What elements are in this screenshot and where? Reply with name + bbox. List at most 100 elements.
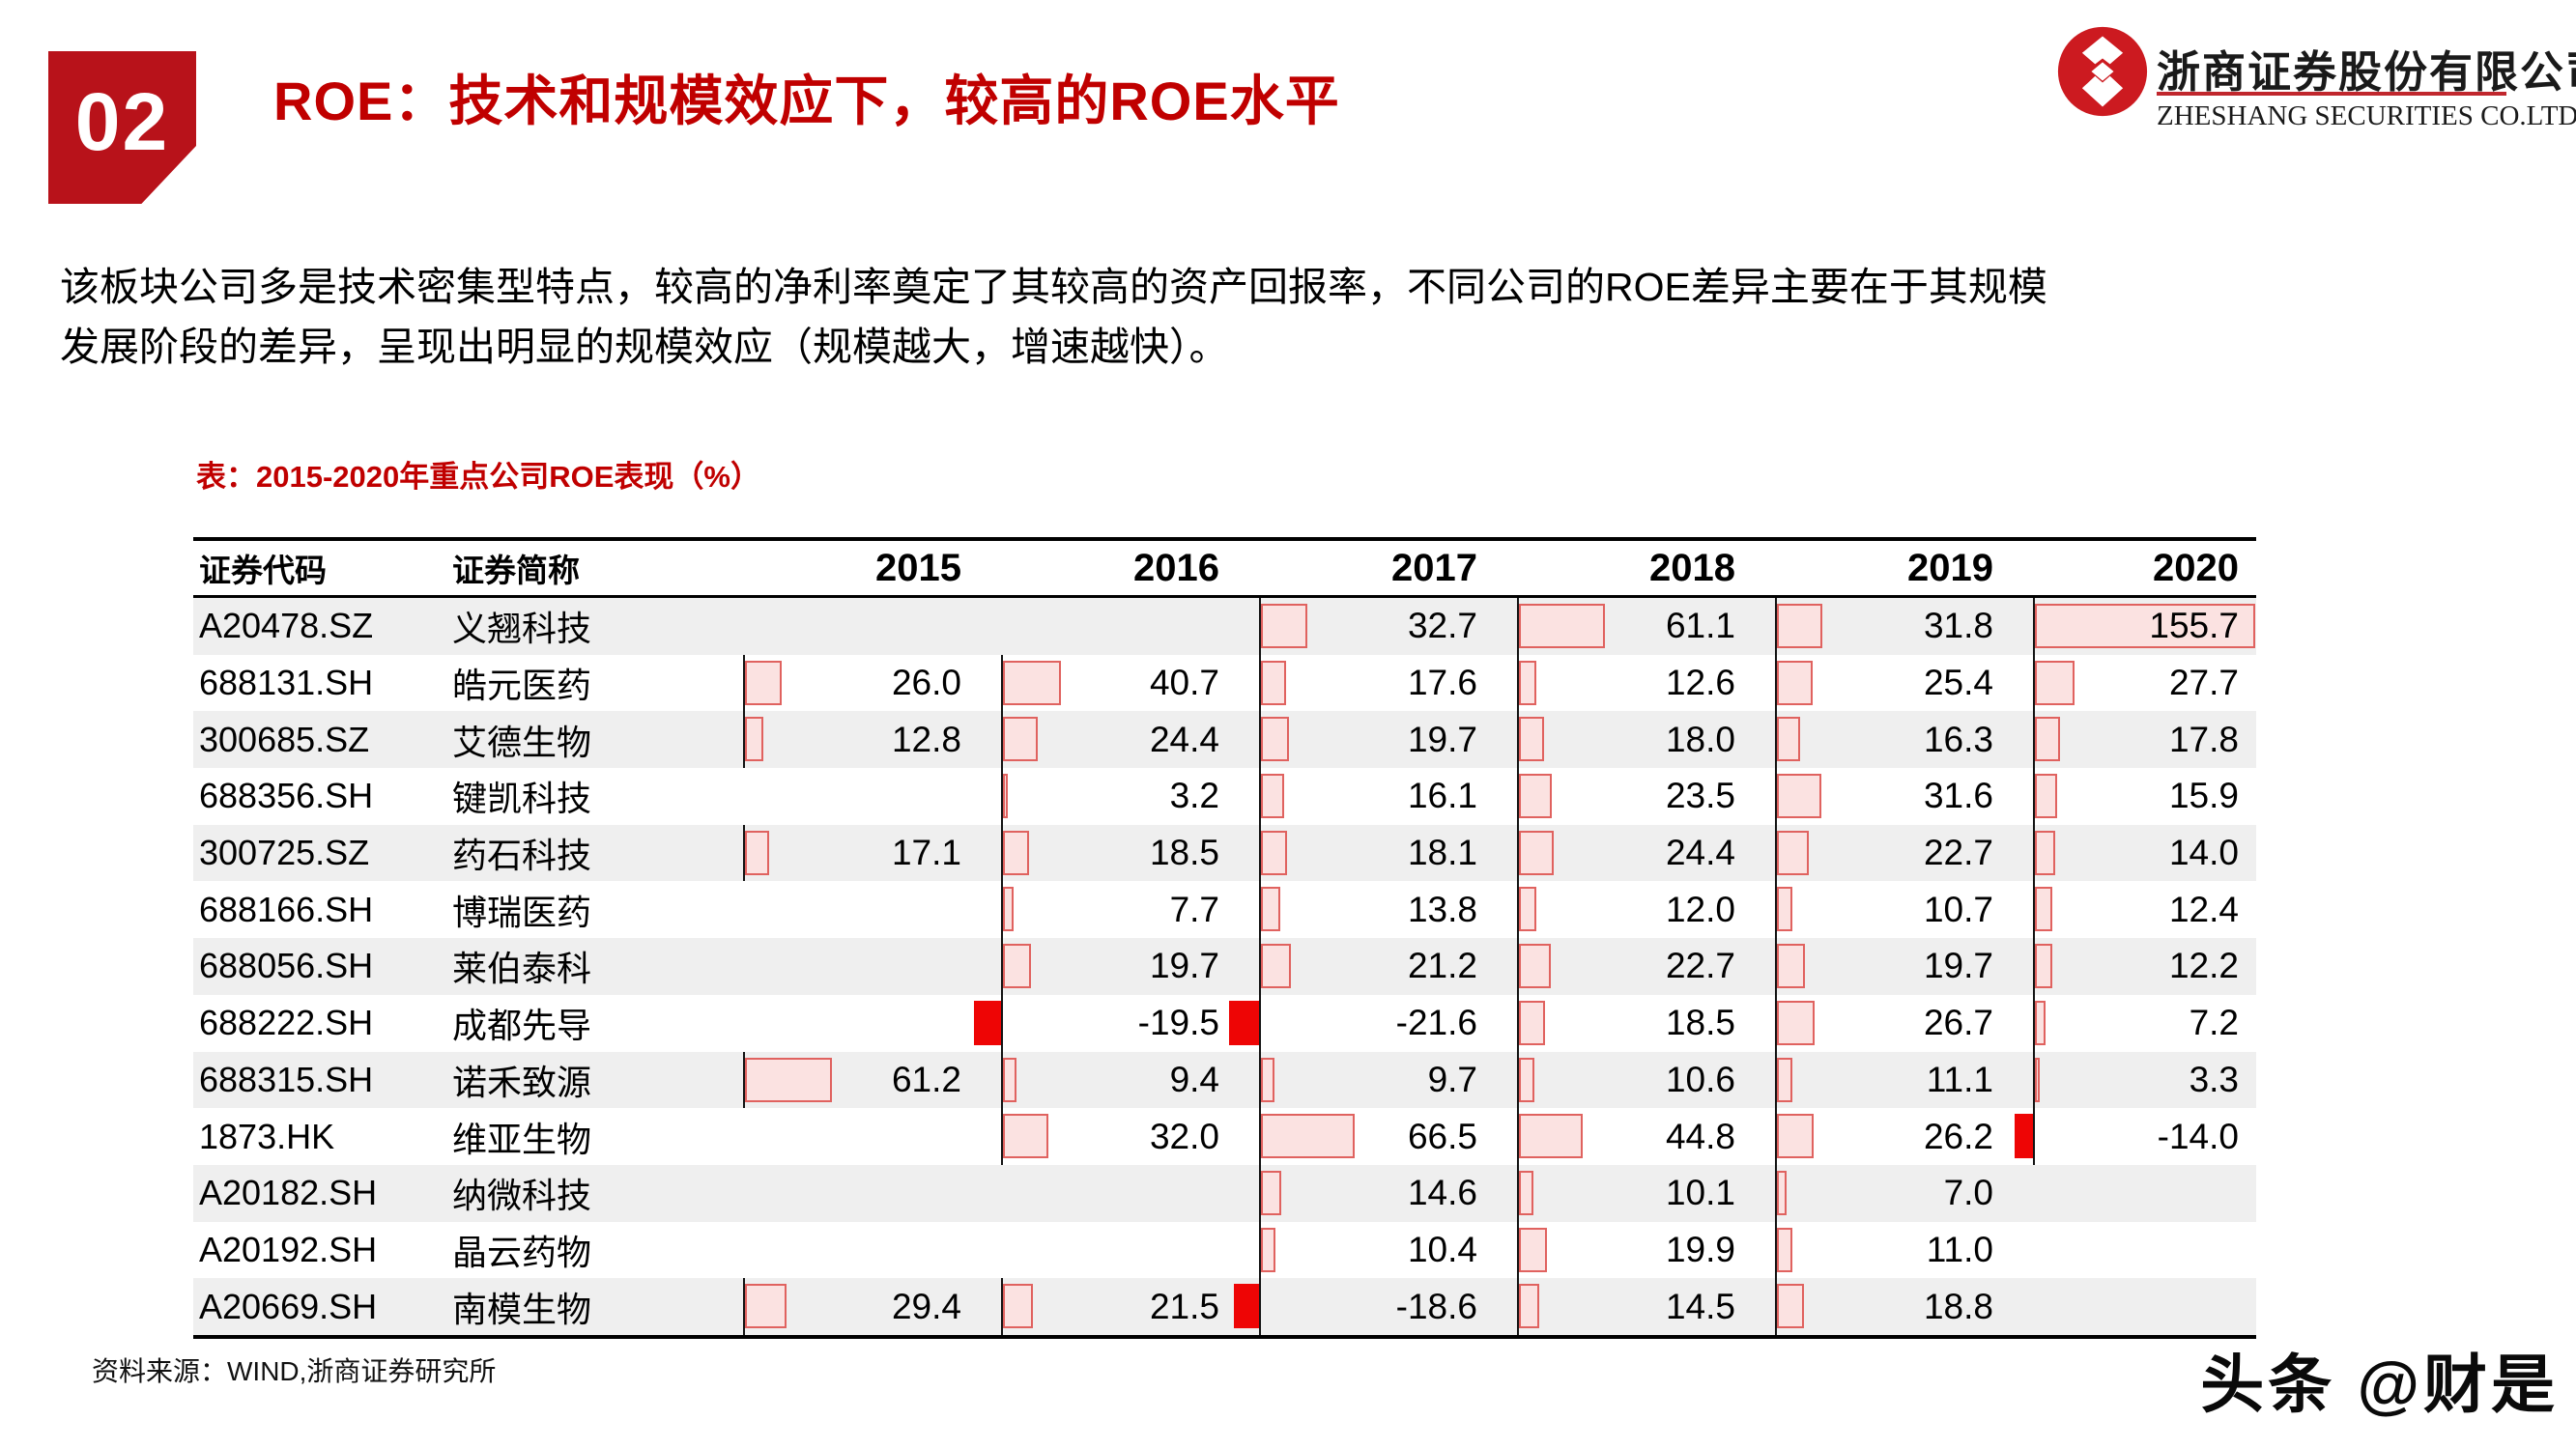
bar-axis (1517, 768, 1519, 825)
bar-axis (2033, 654, 2035, 712)
security-name: 晶云药物 (452, 1232, 592, 1272)
roe-value: 10.6 (1665, 1059, 1735, 1099)
data-bar (1777, 1284, 1804, 1329)
bar-axis (1517, 881, 1519, 939)
roe-value-cell: 24.4 (1001, 711, 1260, 769)
roe-value: -21.6 (1395, 1003, 1477, 1043)
bar-axis (1259, 1051, 1261, 1109)
bar-axis (1517, 1164, 1519, 1222)
column-header: 2016 (1133, 546, 1219, 589)
roe-value-cell: 31.8 (1775, 598, 2034, 655)
roe-value: 18.0 (1665, 719, 1735, 759)
bar-axis (1259, 768, 1261, 825)
roe-value-cell: -19.5 (974, 994, 1260, 1052)
roe-value-cell: 9.7 (1259, 1051, 1518, 1109)
roe-value: 9.7 (1427, 1059, 1477, 1099)
data-bar (2035, 887, 2053, 932)
roe-value-cell: 16.3 (1775, 711, 2034, 769)
data-bar (1261, 1057, 1275, 1102)
data-bar (2014, 1114, 2034, 1159)
bar-axis (1259, 598, 1261, 655)
bar-axis (1001, 881, 1003, 939)
roe-value-cell: 18.5 (1517, 994, 1776, 1052)
data-bar (1777, 604, 1822, 648)
data-bar (745, 830, 770, 875)
bar-axis (1001, 768, 1003, 825)
roe-value: 31.6 (1923, 776, 1993, 816)
roe-value: 32.7 (1407, 606, 1477, 646)
roe-value-cell: 17.6 (1259, 654, 1518, 712)
roe-value-cell: 18.0 (1517, 711, 1776, 769)
security-name: 诺禾致源 (452, 1062, 592, 1102)
table-row: 688166.SH 博瑞医药 7.7 13.8 12.0 10.7 12.4 (193, 881, 2256, 939)
roe-value: 27.7 (2168, 663, 2239, 703)
security-code: A20182.SH (199, 1173, 378, 1213)
roe-value: 21.5 (1149, 1286, 1219, 1326)
roe-value-cell (744, 1165, 1002, 1222)
bar-axis (1517, 711, 1519, 769)
column-header: 证券代码 (199, 553, 327, 588)
data-bar (1261, 1170, 1282, 1215)
bar-axis (1001, 1051, 1003, 1109)
roe-value: 12.2 (2168, 946, 2239, 986)
roe-value-cell: 61.2 (743, 1051, 1002, 1109)
column-header: 2019 (1907, 546, 1993, 589)
roe-value-cell: 26.2 (1775, 1108, 2034, 1165)
bar-axis (2033, 1108, 2035, 1165)
data-bar (1261, 944, 1292, 989)
bar-axis (1001, 711, 1003, 769)
roe-value-cell: 61.1 (1517, 598, 1776, 655)
roe-value-cell: 3.3 (2033, 1051, 2254, 1109)
roe-value-cell: 24.4 (1517, 824, 1776, 882)
data-bar (1003, 830, 1030, 875)
roe-value-cell: 26.7 (1775, 994, 2034, 1052)
data-bar (1261, 887, 1281, 932)
roe-value: 12.4 (2168, 889, 2239, 929)
data-bar (1519, 604, 1606, 648)
company-name-en: ZHESHANG SECURITIES CO.LTD (2157, 100, 2576, 131)
data-bar (1519, 1170, 1533, 1215)
roe-value: 31.8 (1923, 606, 1993, 646)
security-name: 博瑞医药 (452, 892, 592, 932)
roe-value: 14.5 (1665, 1286, 1735, 1326)
roe-value-cell: 22.7 (1517, 938, 1776, 995)
roe-value: 23.5 (1665, 776, 1735, 816)
data-bar (1519, 774, 1553, 819)
roe-value-cell: 31.6 (1775, 768, 2034, 825)
security-code: 688056.SH (199, 946, 374, 986)
bar-axis (1517, 1051, 1519, 1109)
data-bar (1261, 604, 1307, 648)
roe-value: 22.7 (1665, 946, 1735, 986)
roe-value: 15.9 (2168, 776, 2239, 816)
roe-value-cell: 19.7 (1259, 711, 1518, 769)
table-body: A20478.SZ 义翘科技 32.7 61.1 31.8 155.7 688131.SH 皓… (193, 598, 2256, 1339)
bar-axis (1259, 994, 1261, 1052)
roe-value-cell: 15.9 (2033, 768, 2254, 825)
data-bar (1777, 1000, 1816, 1045)
roe-value-cell: 29.4 (743, 1278, 1002, 1335)
table-row: A20182.SH 纳微科技 14.6 10.1 7.0 (193, 1164, 2256, 1222)
bar-axis (1259, 881, 1261, 939)
bar-axis (1259, 824, 1261, 882)
security-name: 义翘科技 (452, 609, 592, 649)
roe-value-cell: 18.5 (1001, 824, 1260, 882)
roe-value: 12.6 (1665, 663, 1735, 703)
roe-value: 24.4 (1665, 833, 1735, 873)
roe-value: 10.7 (1923, 889, 1993, 929)
bar-axis (2033, 598, 2035, 655)
bar-axis (1259, 1108, 1261, 1165)
data-bar (1261, 1114, 1356, 1159)
security-name: 莱伯泰科 (452, 949, 592, 989)
bar-axis (1259, 1164, 1261, 1222)
bar-axis (743, 711, 745, 769)
roe-value-cell: -21.6 (1229, 994, 1518, 1052)
data-bar (1261, 717, 1289, 762)
data-bar (1003, 1284, 1034, 1329)
bar-axis (743, 654, 745, 712)
roe-value: -18.6 (1395, 1286, 1477, 1326)
roe-value-cell (744, 768, 1002, 825)
data-bar (1003, 1057, 1016, 1102)
security-name: 南模生物 (452, 1289, 592, 1329)
roe-value-cell: 18.1 (1259, 824, 1518, 882)
security-code: A20478.SZ (199, 606, 374, 646)
